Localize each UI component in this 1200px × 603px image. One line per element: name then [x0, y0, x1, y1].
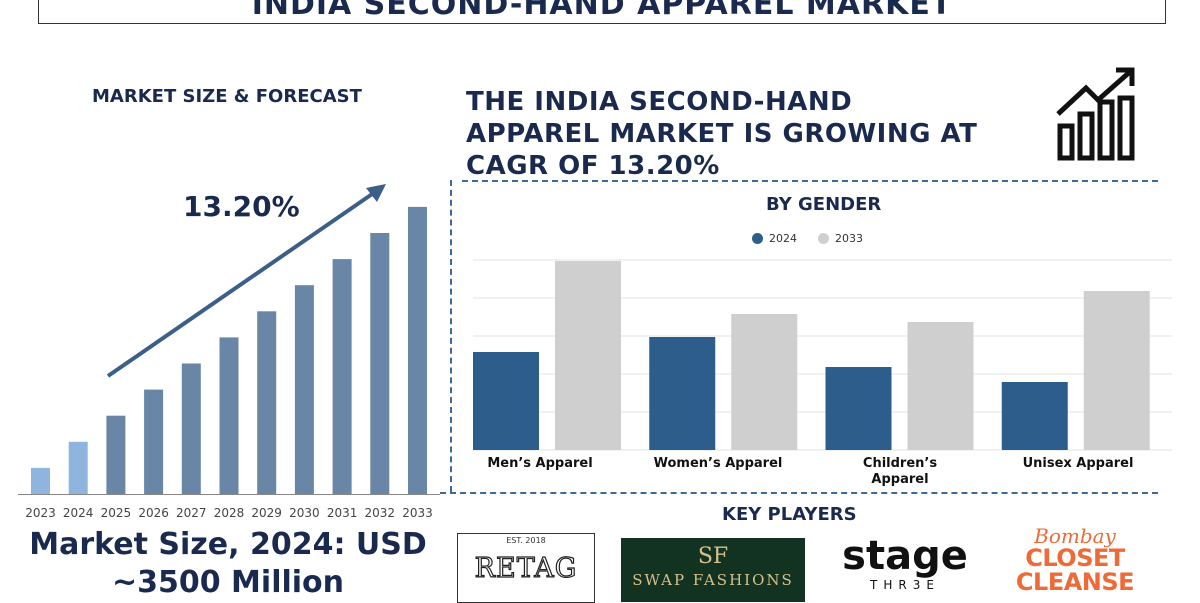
growth-arrow	[106, 188, 380, 378]
market-size-text: Market Size, 2024: USD ~3500 Million	[29, 527, 427, 600]
divider-top	[462, 180, 1158, 182]
legend-swatch-2024	[752, 233, 763, 244]
forecast-bar-2032	[370, 233, 390, 494]
category-label-mens: Men’s Apparel	[487, 456, 593, 471]
legend-swatch-2033	[818, 233, 829, 244]
year-label-2029: 2029	[251, 506, 282, 520]
forecast-bar-2024	[68, 441, 88, 494]
stage-three-logo: stage THR3E	[830, 536, 980, 600]
market-size-heading: MARKET SIZE & FORECAST	[92, 86, 362, 107]
category-label-womens: Women’s Apparel	[653, 456, 783, 471]
retag-name: RETAG	[474, 552, 578, 584]
bombay-closet-cleanse-logo: Bombay CLOSET CLEANSE	[1000, 526, 1150, 600]
category-label-unisex: Unisex Apparel	[1022, 456, 1134, 471]
year-label-2030: 2030	[289, 506, 320, 520]
legend-2033: 2033	[818, 232, 863, 245]
divider-bottom	[440, 492, 1158, 494]
gender-bar-2024-1	[649, 337, 716, 450]
category-label-childrens: Children’s Apparel	[862, 456, 938, 487]
year-label-2024: 2024	[62, 506, 94, 520]
retag-logo: EST. 2018 RETAG	[457, 533, 595, 603]
retag-tagline: EST. 2018	[506, 536, 546, 545]
title-box: INDIA SECOND-HAND APPAREL MARKET	[38, 0, 1166, 24]
year-label-2028: 2028	[213, 506, 245, 520]
key-players-heading: KEY PLAYERS	[722, 504, 857, 525]
gender-bar-2024-3	[1001, 382, 1068, 450]
stage-subtitle: THR3E	[870, 578, 940, 592]
swap-name: SWAP FASHIONS	[632, 571, 794, 589]
gender-bar-2033-1	[731, 314, 798, 450]
gender-bar-2024-0	[473, 352, 539, 450]
legend-2024: 2024	[752, 232, 797, 245]
bombay-name: CLOSET CLEANSE	[1015, 544, 1135, 596]
swap-fashions-logo: SF SWAP FASHIONS	[621, 538, 805, 602]
cagr-statement: THE INDIA SECOND-HAND APPAREL MARKET IS …	[466, 87, 978, 181]
gender-bar-2024-2	[825, 367, 892, 450]
legend-label-2033: 2033	[835, 232, 863, 245]
forecast-bar-2029	[257, 311, 277, 494]
forecast-bar-2027	[181, 363, 201, 494]
gender-chart-title: BY GENDER	[766, 194, 882, 215]
gender-bar-2033-0	[555, 261, 621, 450]
forecast-bar-2033	[408, 206, 427, 494]
legend-label-2024: 2024	[769, 232, 797, 245]
market-size-chart	[18, 184, 440, 495]
growth-arrow-head	[366, 184, 386, 202]
forecast-bar-2026	[144, 389, 164, 494]
divider-vertical	[450, 180, 452, 492]
swap-monogram: SF	[697, 544, 729, 569]
year-label-2023: 2023	[25, 506, 56, 520]
year-label-2031: 2031	[326, 506, 358, 520]
year-label-2032: 2032	[364, 506, 396, 520]
cagr-label: 13.20%	[183, 190, 300, 223]
bombay-script: Bombay	[1034, 524, 1116, 548]
year-label-2025: 2025	[100, 506, 132, 520]
stage-name: stage	[842, 533, 968, 579]
bar-growth-icon	[1056, 67, 1135, 161]
page-title: INDIA SECOND-HAND APPAREL MARKET	[251, 0, 953, 22]
forecast-bar-2031	[332, 259, 352, 494]
forecast-bar-2025	[106, 415, 126, 494]
gender-bar-2033-3	[1083, 291, 1150, 450]
forecast-bar-2028	[219, 337, 239, 494]
year-label-2026: 2026	[138, 506, 169, 520]
forecast-bar-2023	[31, 467, 50, 494]
year-label-2033: 2033	[402, 506, 433, 520]
gender-bar-2033-2	[907, 322, 974, 450]
year-label-2027: 2027	[176, 506, 207, 520]
forecast-bar-2030	[294, 285, 314, 494]
